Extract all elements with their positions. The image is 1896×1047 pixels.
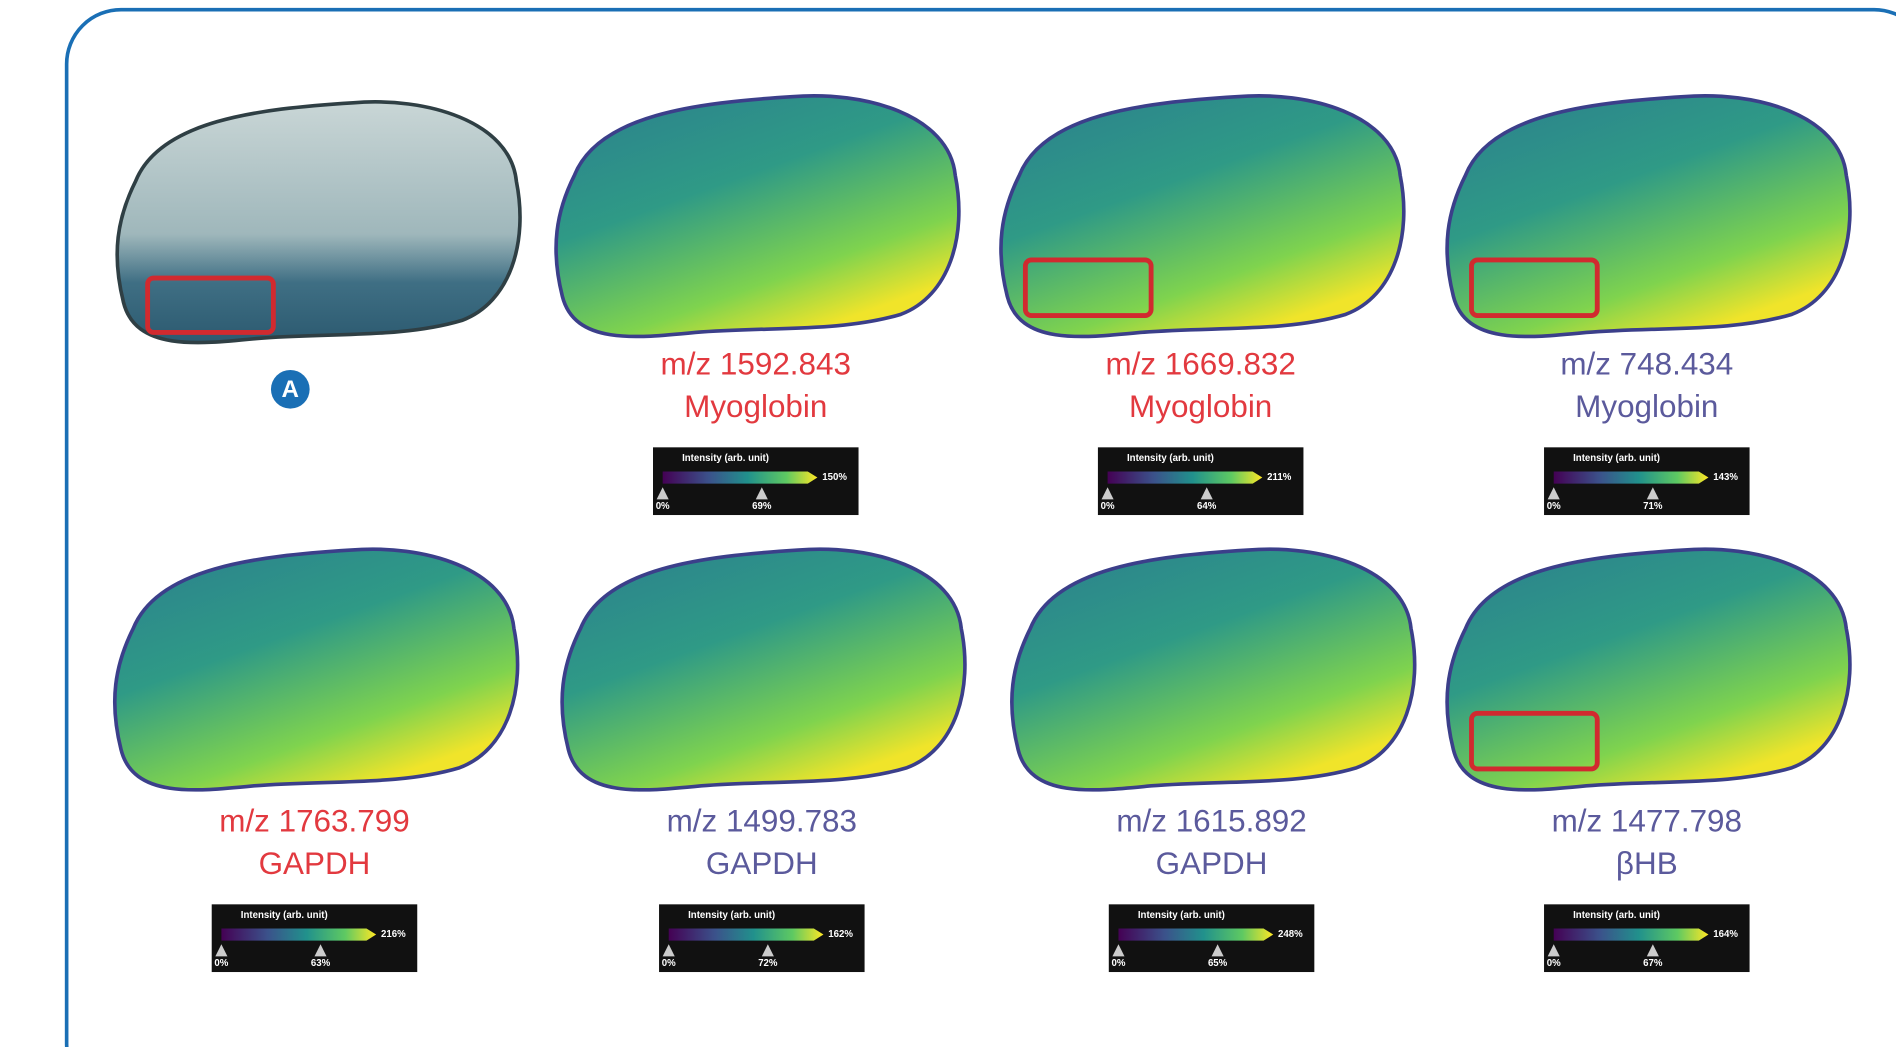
compound-label: GAPDH bbox=[259, 846, 371, 881]
colorbar: Intensity (arb. unit) 216% 0% 63% bbox=[212, 904, 418, 972]
colorbar-title: Intensity (arb. unit) bbox=[1138, 910, 1225, 921]
tissue-map bbox=[562, 549, 965, 790]
colorbar-title: Intensity (arb. unit) bbox=[1573, 453, 1660, 464]
colorbar-min: 0% bbox=[662, 958, 676, 969]
colorbar-max: 248% bbox=[1278, 929, 1303, 940]
tissue-optical bbox=[117, 102, 520, 343]
mz-label: m/z 1592.843 bbox=[661, 347, 851, 382]
colorbar-title: Intensity (arb. unit) bbox=[1573, 910, 1660, 921]
colorbar-min: 0% bbox=[1111, 958, 1125, 969]
tissue-map bbox=[1447, 549, 1850, 790]
colorbar-min: 0% bbox=[1547, 501, 1561, 512]
colorbar-max: 211% bbox=[1267, 472, 1292, 483]
colorbar-title: Intensity (arb. unit) bbox=[1127, 453, 1214, 464]
optical-image bbox=[117, 102, 520, 343]
colorbar-mid: 67% bbox=[1643, 958, 1663, 969]
mz-label: m/z 1763.799 bbox=[219, 804, 409, 839]
compound-label: GAPDH bbox=[1156, 846, 1268, 881]
msi-panel: m/z 1763.799 GAPDH Intensity (arb. unit) 21… bbox=[115, 549, 518, 972]
colorbar: Intensity (arb. unit) 211% 0% 64% bbox=[1098, 447, 1304, 515]
mz-label: m/z 1669.832 bbox=[1105, 347, 1295, 382]
tissue-map bbox=[1001, 96, 1404, 337]
figure: A m/z 1592.843 Myoglobin Intensity (arb. u… bbox=[0, 0, 1896, 1047]
colorbar: Intensity (arb. unit) 150% 0% 69% bbox=[653, 447, 859, 515]
msi-image bbox=[556, 96, 959, 337]
colorbar-min: 0% bbox=[214, 958, 228, 969]
colorbar-mid: 71% bbox=[1643, 501, 1663, 512]
colorbar-max: 150% bbox=[822, 472, 847, 483]
colorbar-mid: 63% bbox=[311, 958, 331, 969]
msi-image bbox=[1001, 96, 1404, 337]
colorbar-mid: 64% bbox=[1197, 501, 1217, 512]
colorbar-max: 162% bbox=[828, 929, 853, 940]
colorbar: Intensity (arb. unit) 164% 0% 67% bbox=[1544, 904, 1750, 972]
tissue-map bbox=[556, 96, 959, 337]
compound-label: GAPDH bbox=[706, 846, 818, 881]
msi-image bbox=[1012, 549, 1415, 790]
colorbar: Intensity (arb. unit) 143% 0% 71% bbox=[1544, 447, 1750, 515]
compound-label: βHB bbox=[1616, 846, 1678, 881]
compound-label: Myoglobin bbox=[1575, 389, 1718, 424]
msi-panel: m/z 1615.892 GAPDH Intensity (arb. unit) 24… bbox=[1012, 549, 1415, 972]
msi-image bbox=[115, 549, 518, 790]
colorbar-min: 0% bbox=[1101, 501, 1115, 512]
msi-panel: m/z 748.434 Myoglobin Intensity (arb. unit… bbox=[1447, 96, 1850, 515]
colorbar-mid: 69% bbox=[752, 501, 772, 512]
colorbar-title: Intensity (arb. unit) bbox=[682, 453, 769, 464]
colorbar-scale bbox=[663, 472, 818, 484]
tissue-map bbox=[115, 549, 518, 790]
colorbar-max: 164% bbox=[1713, 929, 1738, 940]
mz-label: m/z 748.434 bbox=[1560, 347, 1733, 382]
msi-panel: m/z 1592.843 Myoglobin Intensity (arb. uni… bbox=[556, 96, 959, 515]
colorbar-max: 216% bbox=[381, 929, 406, 940]
colorbar: Intensity (arb. unit) 248% 0% 65% bbox=[1109, 904, 1315, 972]
compound-label: Myoglobin bbox=[1129, 389, 1272, 424]
mz-label: m/z 1477.798 bbox=[1552, 804, 1742, 839]
colorbar-scale bbox=[669, 929, 824, 941]
colorbar-title: Intensity (arb. unit) bbox=[241, 910, 328, 921]
msi-image bbox=[562, 549, 965, 790]
colorbar: Intensity (arb. unit) 162% 0% 72% bbox=[659, 904, 865, 972]
colorbar-scale bbox=[1118, 929, 1273, 941]
colorbar-scale bbox=[1108, 472, 1263, 484]
msi-image bbox=[1447, 549, 1850, 790]
compound-label: Myoglobin bbox=[684, 389, 827, 424]
mz-label: m/z 1499.783 bbox=[667, 804, 857, 839]
colorbar-scale bbox=[221, 929, 376, 941]
panel-label: A bbox=[282, 376, 299, 403]
colorbar-scale bbox=[1554, 929, 1709, 941]
colorbar-scale bbox=[1554, 472, 1709, 484]
mz-label: m/z 1615.892 bbox=[1116, 804, 1306, 839]
colorbar-mid: 72% bbox=[758, 958, 778, 969]
msi-panel: m/z 1499.783 GAPDH Intensity (arb. unit) 16… bbox=[562, 549, 965, 972]
msi-image bbox=[1447, 96, 1850, 337]
colorbar-min: 0% bbox=[656, 501, 670, 512]
colorbar-title: Intensity (arb. unit) bbox=[688, 910, 775, 921]
page: {"panel_label": "A", "panels": [ {"mz": … bbox=[0, 0, 1896, 1047]
colorbar-min: 0% bbox=[1547, 958, 1561, 969]
tissue-map bbox=[1012, 549, 1415, 790]
msi-panel: m/z 1669.832 Myoglobin Intensity (arb. uni… bbox=[1001, 96, 1404, 515]
colorbar-mid: 65% bbox=[1208, 958, 1228, 969]
msi-panel: m/z 1477.798 βHB Intensity (arb. unit) 164%… bbox=[1447, 549, 1850, 972]
tissue-map bbox=[1447, 96, 1850, 337]
colorbar-max: 143% bbox=[1713, 472, 1738, 483]
